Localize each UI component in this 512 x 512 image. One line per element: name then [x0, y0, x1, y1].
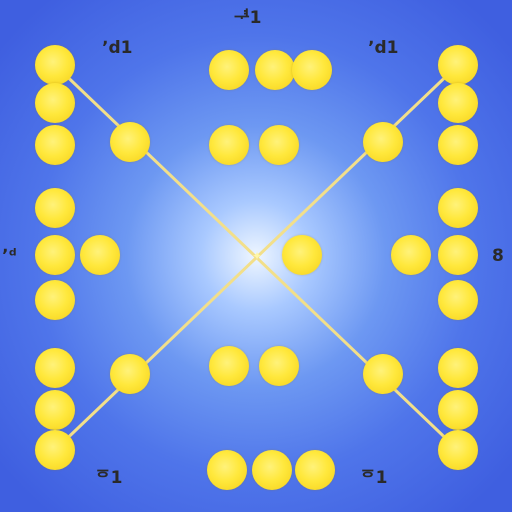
game-piece[interactable]: [35, 235, 75, 275]
game-piece[interactable]: [438, 45, 478, 85]
game-piece[interactable]: [252, 450, 292, 490]
label-left: ʼᵈ: [2, 246, 17, 266]
game-piece[interactable]: [259, 346, 299, 386]
game-piece[interactable]: [292, 50, 332, 90]
game-piece[interactable]: [438, 83, 478, 123]
game-piece[interactable]: [35, 45, 75, 85]
game-piece[interactable]: [259, 125, 299, 165]
game-piece[interactable]: [209, 346, 249, 386]
game-piece[interactable]: [209, 125, 249, 165]
game-piece[interactable]: [282, 235, 322, 275]
game-piece[interactable]: [438, 280, 478, 320]
game-piece[interactable]: [35, 188, 75, 228]
game-piece[interactable]: [110, 354, 150, 394]
game-piece[interactable]: [35, 390, 75, 430]
label-bottom-left: ᅙ1: [95, 468, 123, 488]
game-piece[interactable]: [391, 235, 431, 275]
label-right: 8: [492, 246, 504, 266]
game-piece[interactable]: [209, 50, 249, 90]
sparkle-icon: ✦: [251, 249, 263, 263]
game-piece[interactable]: [438, 125, 478, 165]
game-piece[interactable]: [35, 348, 75, 388]
game-piece[interactable]: [438, 235, 478, 275]
game-piece[interactable]: [295, 450, 335, 490]
game-piece[interactable]: [363, 122, 403, 162]
game-piece[interactable]: [438, 188, 478, 228]
label-top-center: ᅾ1: [234, 8, 262, 28]
game-piece[interactable]: [35, 280, 75, 320]
game-piece[interactable]: [363, 354, 403, 394]
game-piece[interactable]: [35, 125, 75, 165]
game-piece[interactable]: [35, 83, 75, 123]
game-piece[interactable]: [438, 390, 478, 430]
game-piece[interactable]: [438, 430, 478, 470]
label-bottom-right: ᅙ1: [360, 468, 388, 488]
game-piece[interactable]: [80, 235, 120, 275]
label-top-left: ʼd1: [102, 38, 133, 58]
game-piece[interactable]: [255, 50, 295, 90]
game-piece[interactable]: [35, 430, 75, 470]
game-piece[interactable]: [207, 450, 247, 490]
label-top-right: ʼd1: [368, 38, 399, 58]
game-piece[interactable]: [110, 122, 150, 162]
game-piece[interactable]: [438, 348, 478, 388]
